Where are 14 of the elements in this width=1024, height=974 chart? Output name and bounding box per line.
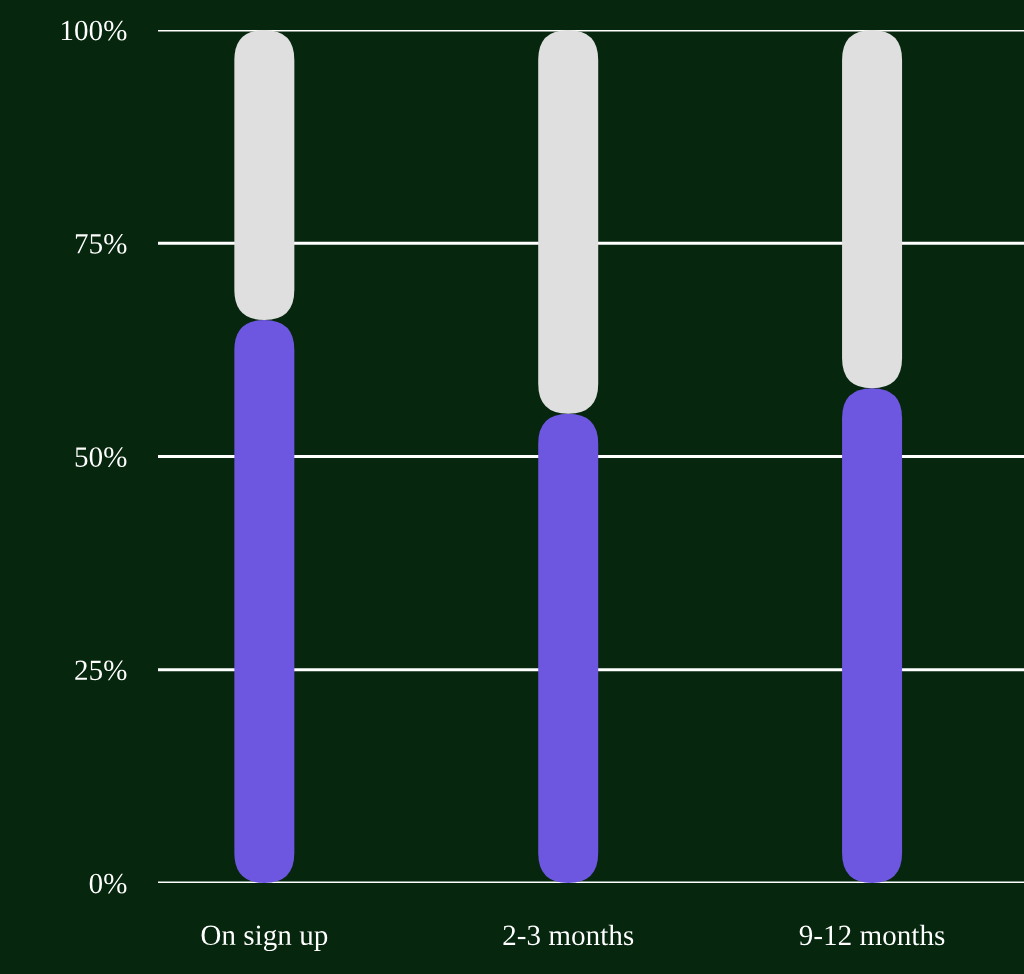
- bar: [538, 30, 599, 414]
- x-tick-label: 9-12 months: [799, 924, 945, 946]
- y-tick-label: 75%: [75, 233, 127, 254]
- bar: [234, 320, 295, 883]
- y-tick-label: 25%: [75, 660, 127, 681]
- bar: [234, 30, 295, 321]
- bar: [842, 30, 903, 389]
- bar: [842, 388, 903, 883]
- x-tick-label: 2-3 months: [503, 924, 634, 946]
- bar: [538, 413, 599, 883]
- y-tick-label: 0%: [89, 873, 127, 894]
- y-tick-label: 50%: [75, 447, 127, 467]
- x-tick-label: On sign up: [201, 925, 328, 952]
- y-tick-label: 100%: [61, 20, 127, 41]
